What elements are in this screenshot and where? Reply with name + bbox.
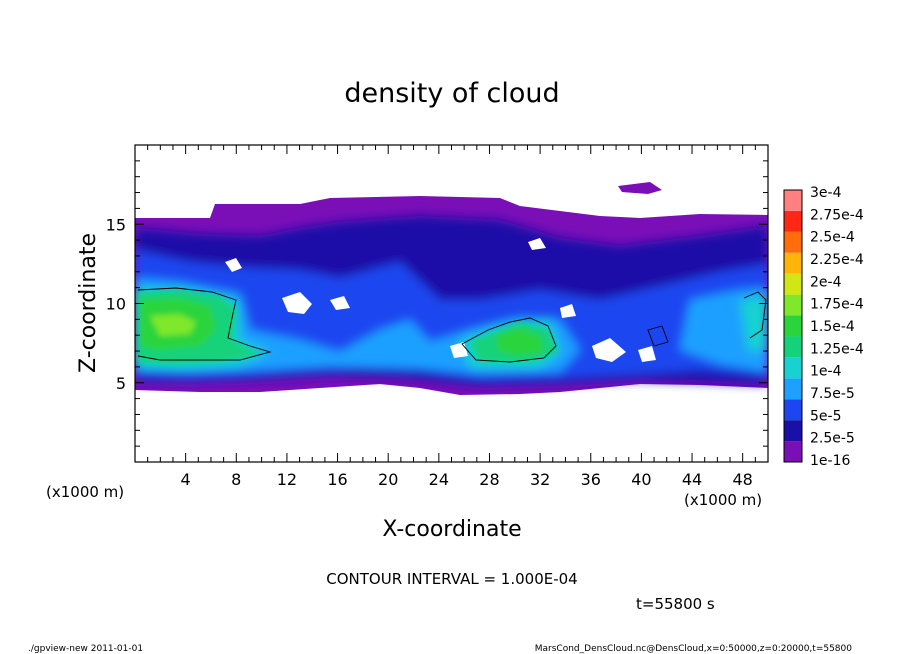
chart-title: density of cloud: [344, 78, 559, 109]
field-layer-yellowgreen: [150, 314, 196, 336]
x-tick-label: 32: [530, 470, 550, 489]
x-tick-label: 20: [378, 470, 398, 489]
colorbar-swatch: [784, 399, 802, 421]
x-axis-label: X-coordinate: [382, 517, 521, 542]
colorbar-frame: [783, 189, 803, 463]
colorbar-swatch: [784, 357, 802, 379]
colorbar-label: 1e-4: [810, 364, 842, 380]
colorbar-label: 7.5e-5: [810, 386, 855, 402]
field-layer-lightblue: [135, 278, 768, 374]
colorbar-label: 5e-5: [810, 408, 841, 424]
x-tick-label: 24: [429, 470, 449, 489]
y-tick-label: 15: [106, 215, 126, 234]
field-layer-green: [138, 290, 558, 364]
x-ticks: 4 8 12 16 20 24 28 32 36 40 44 48: [147, 145, 756, 489]
colorbar-label: 1.75e-4: [810, 297, 864, 313]
field-layer-lightgreen: [140, 298, 544, 356]
colorbar-label: 2.5e-5: [810, 431, 855, 447]
colorbar-label: 2.75e-4: [810, 207, 864, 223]
colorbar-swatch: [784, 252, 802, 274]
colorbar-label: 3e-4: [810, 185, 842, 201]
colorbar-swatch: [784, 210, 802, 232]
x-unit-left: (x1000 m): [46, 483, 124, 501]
x-unit-right: (x1000 m): [684, 491, 762, 509]
y-tick-label: 10: [106, 295, 126, 314]
x-tick-label: 4: [181, 470, 191, 489]
y-tick-label: 5: [116, 374, 126, 393]
density-field: [135, 182, 768, 395]
footer-left: ./gpview-new 2011-01-01: [28, 644, 143, 654]
x-tick-label: 48: [733, 470, 753, 489]
colorbar-swatch: [784, 378, 802, 400]
footer-right: MarsCond_DensCloud.nc@DensCloud,x=0:5000…: [535, 644, 852, 654]
time-label: t=55800 s: [636, 595, 715, 613]
x-tick-label: 8: [231, 470, 241, 489]
colorbar: 1e-16 2.5e-5 5e-5 7.5e-5 1e-4 1.25e-4 1.5e-4 1.…: [783, 185, 864, 469]
field-cap: [618, 182, 662, 194]
x-tick-label: 12: [277, 470, 297, 489]
colorbar-swatch: [784, 294, 802, 316]
colorbar-label: 2.5e-4: [810, 230, 855, 246]
y-axis-label: Z-coordinate: [76, 233, 101, 373]
colorbar-swatch: [784, 190, 802, 211]
y-ticks: 5 10 15: [106, 160, 768, 447]
colorbar-swatch: [784, 273, 802, 295]
colorbar-label: 1.5e-4: [810, 319, 855, 335]
field-gaps: [225, 238, 656, 362]
contour-lines: [137, 287, 767, 363]
colorbar-swatch: [784, 336, 802, 358]
colorbar-label: 1.25e-4: [810, 341, 864, 357]
x-tick-label: 28: [479, 470, 499, 489]
x-tick-label: 40: [631, 470, 651, 489]
contour-interval-label: CONTOUR INTERVAL = 1.000E-04: [326, 570, 577, 588]
colorbar-swatch: [784, 420, 802, 442]
colorbar-label: 2e-4: [810, 274, 842, 290]
x-tick-label: 16: [327, 470, 347, 489]
colorbar-swatch: [784, 441, 802, 462]
colorbar-swatch: [784, 231, 802, 253]
x-tick-label: 44: [682, 470, 702, 489]
x-tick-label: 36: [581, 470, 601, 489]
colorbar-swatch: [784, 315, 802, 337]
colorbar-label: 1e-16: [810, 453, 850, 469]
colorbar-label: 2.25e-4: [810, 252, 864, 268]
